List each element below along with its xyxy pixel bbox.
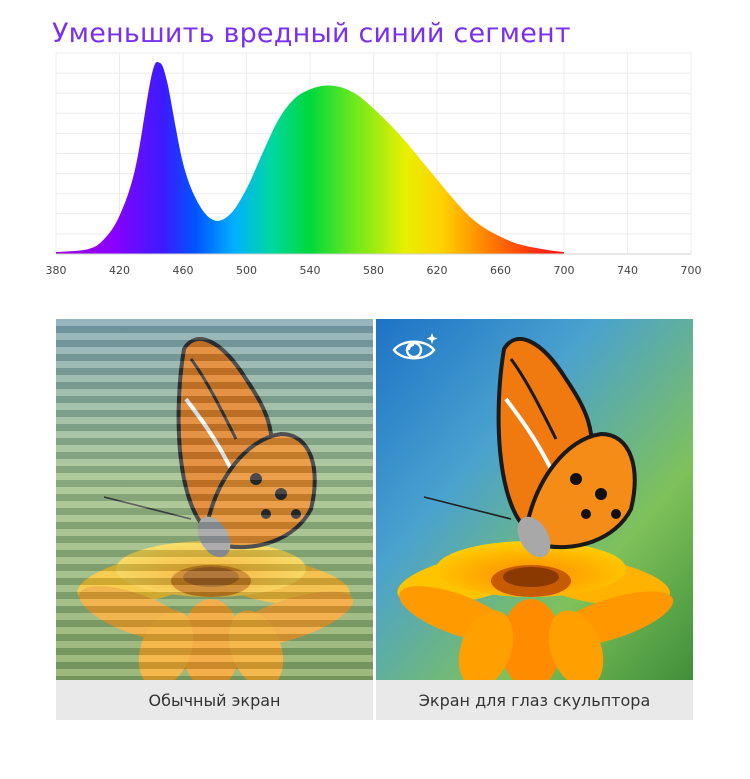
flower bbox=[397, 541, 674, 680]
x-tick-label: 500 bbox=[236, 264, 257, 277]
x-tick-label: 580 bbox=[363, 264, 384, 277]
eye-care-screen-panel bbox=[376, 319, 693, 680]
x-tick-label: 740 bbox=[617, 264, 638, 277]
eye-care-screen-caption: Экран для глаз скульптора bbox=[376, 680, 693, 720]
x-tick-label: 660 bbox=[490, 264, 511, 277]
spectrum-chart: 380 420 460 500 540 580 620 660 700 740 700 bbox=[46, 52, 702, 277]
eye-care-icon bbox=[392, 333, 438, 360]
x-tick-label: 700 bbox=[681, 264, 702, 277]
x-tick-label: 540 bbox=[300, 264, 321, 277]
ordinary-screen-caption: Обычный экран bbox=[56, 680, 373, 720]
spectrum-area bbox=[56, 61, 564, 254]
butterfly bbox=[423, 337, 637, 558]
x-tick-label: 620 bbox=[427, 264, 448, 277]
x-tick-label: 380 bbox=[46, 264, 67, 277]
butterfly-flower-image bbox=[376, 319, 693, 680]
butterfly-flower-image bbox=[56, 319, 373, 680]
page-title: Уменьшить вредный синий сегмент bbox=[52, 18, 571, 49]
x-tick-label: 420 bbox=[109, 264, 130, 277]
x-tick-label: 700 bbox=[554, 264, 575, 277]
x-tick-label: 460 bbox=[173, 264, 194, 277]
ordinary-screen-panel bbox=[56, 319, 373, 680]
